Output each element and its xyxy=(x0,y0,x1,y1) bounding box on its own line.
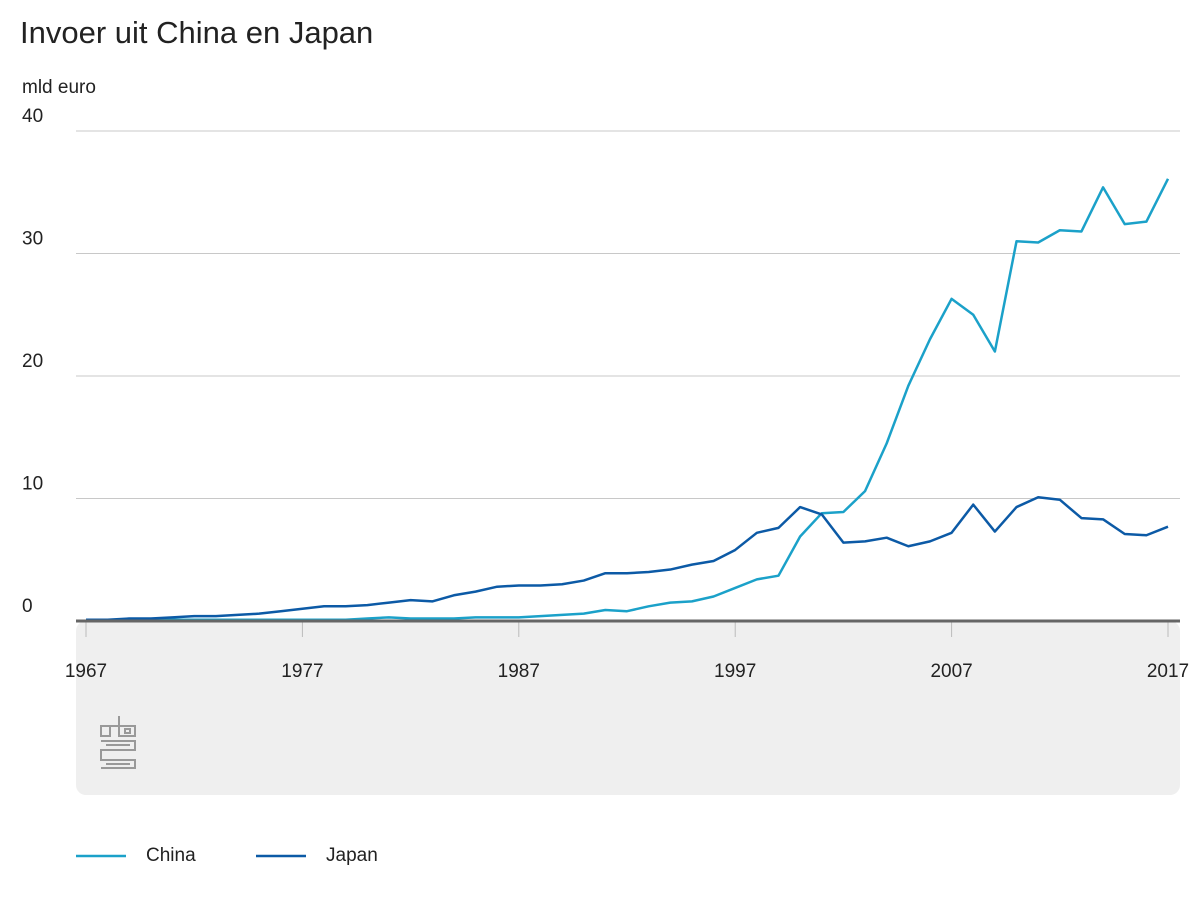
x-tick-label: 2017 xyxy=(1147,661,1189,682)
y-axis-label: mld euro xyxy=(22,77,96,98)
line-series xyxy=(86,178,1170,622)
x-tick-label: 1967 xyxy=(65,661,107,682)
y-tick-label: 20 xyxy=(22,351,43,372)
y-tick-label: 40 xyxy=(22,106,43,127)
y-tick-label: 0 xyxy=(22,596,33,617)
chart-title: Invoer uit China en Japan xyxy=(20,15,373,50)
x-tick-label: 1997 xyxy=(714,661,756,682)
logo xyxy=(100,716,136,769)
x-tick-label: 2007 xyxy=(930,661,972,682)
legend-label: Japan xyxy=(326,845,378,866)
line-series xyxy=(86,496,1169,622)
y-tick-label: 30 xyxy=(22,229,43,250)
x-tick-label: 1977 xyxy=(281,661,323,682)
x-axis-panel xyxy=(76,621,1180,795)
legend-label: China xyxy=(146,845,196,866)
x-tick-label: 1987 xyxy=(498,661,540,682)
y-tick-label: 10 xyxy=(22,474,43,495)
